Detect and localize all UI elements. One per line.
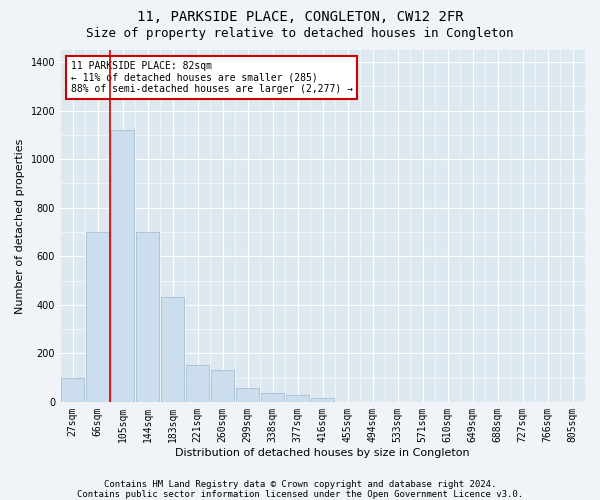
Bar: [61, 378, 85, 402]
Text: 11 PARKSIDE PLACE: 82sqm
← 11% of detached houses are smaller (285)
88% of semi-: 11 PARKSIDE PLACE: 82sqm ← 11% of detach…: [71, 60, 353, 94]
Bar: [260, 394, 284, 402]
Bar: [286, 394, 310, 402]
Bar: [185, 366, 209, 402]
Bar: [136, 232, 160, 402]
Bar: [211, 370, 235, 402]
Y-axis label: Number of detached properties: Number of detached properties: [15, 138, 25, 314]
Bar: [236, 388, 259, 402]
Bar: [86, 232, 109, 402]
Text: Contains public sector information licensed under the Open Government Licence v3: Contains public sector information licen…: [77, 490, 523, 499]
Bar: [161, 298, 184, 402]
Bar: [110, 130, 134, 402]
Text: Size of property relative to detached houses in Congleton: Size of property relative to detached ho…: [86, 28, 514, 40]
X-axis label: Distribution of detached houses by size in Congleton: Distribution of detached houses by size …: [175, 448, 470, 458]
Text: 11, PARKSIDE PLACE, CONGLETON, CW12 2FR: 11, PARKSIDE PLACE, CONGLETON, CW12 2FR: [137, 10, 463, 24]
Bar: [311, 398, 334, 402]
Text: Contains HM Land Registry data © Crown copyright and database right 2024.: Contains HM Land Registry data © Crown c…: [104, 480, 496, 489]
